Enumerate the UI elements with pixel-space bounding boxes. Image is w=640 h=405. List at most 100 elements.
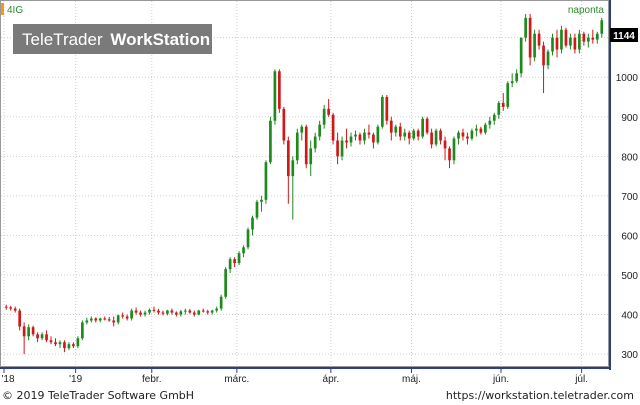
candle[interactable] (264, 160, 268, 204)
candle[interactable] (161, 310, 165, 316)
candle[interactable] (130, 308, 133, 321)
candle[interactable] (67, 342, 71, 351)
candle[interactable] (448, 146, 451, 169)
candle[interactable] (600, 17, 604, 38)
candle[interactable] (49, 336, 53, 345)
candle[interactable] (179, 309, 183, 317)
candle[interactable] (515, 69, 519, 84)
candle[interactable] (582, 31, 586, 46)
candle[interactable] (501, 93, 505, 111)
candle[interactable] (201, 308, 205, 313)
candle[interactable] (72, 342, 75, 349)
candle[interactable] (148, 308, 151, 315)
candle[interactable] (45, 330, 48, 343)
candle[interactable] (175, 311, 178, 317)
candle[interactable] (246, 227, 250, 250)
candle[interactable] (398, 122, 402, 141)
candle[interactable] (58, 340, 62, 349)
candle[interactable] (394, 124, 398, 137)
candle[interactable] (210, 309, 214, 315)
candle[interactable] (228, 257, 232, 274)
candle[interactable] (484, 122, 487, 135)
candle[interactable] (443, 136, 447, 161)
candle[interactable] (125, 314, 129, 321)
candle[interactable] (309, 140, 313, 177)
candle[interactable] (434, 128, 438, 147)
candle[interactable] (497, 100, 501, 119)
candle[interactable] (542, 41, 545, 94)
candle[interactable] (170, 308, 174, 315)
candle[interactable] (112, 316, 116, 327)
candle[interactable] (586, 33, 590, 48)
candle[interactable] (519, 37, 523, 78)
candle[interactable] (63, 340, 66, 353)
candle[interactable] (488, 116, 492, 129)
candle[interactable] (358, 132, 362, 145)
candle[interactable] (385, 95, 389, 125)
candle[interactable] (331, 112, 335, 145)
candle[interactable] (76, 336, 80, 349)
candle[interactable] (192, 310, 196, 317)
candle[interactable] (282, 106, 286, 145)
candle[interactable] (27, 324, 30, 341)
candle[interactable] (206, 309, 210, 315)
candle[interactable] (318, 120, 322, 141)
candle[interactable] (295, 128, 299, 165)
candle[interactable] (421, 116, 424, 139)
candle[interactable] (591, 29, 595, 44)
candle[interactable] (376, 124, 380, 145)
candle[interactable] (492, 112, 496, 125)
candle[interactable] (524, 13, 527, 42)
candle[interactable] (569, 33, 572, 50)
candle[interactable] (425, 116, 429, 135)
candle[interactable] (452, 136, 456, 165)
candle[interactable] (81, 320, 84, 341)
candle[interactable] (457, 130, 460, 145)
candle[interactable] (555, 29, 559, 58)
candle[interactable] (595, 31, 599, 44)
candle[interactable] (470, 128, 474, 141)
candle[interactable] (407, 130, 411, 145)
candle[interactable] (291, 156, 295, 220)
candle[interactable] (381, 95, 384, 129)
candle[interactable] (116, 314, 120, 325)
candle[interactable] (336, 132, 339, 165)
candle[interactable] (85, 317, 89, 325)
candle[interactable] (98, 317, 102, 323)
candle[interactable] (22, 322, 26, 355)
candle[interactable] (107, 316, 111, 322)
candle[interactable] (466, 132, 469, 145)
candle[interactable] (224, 267, 227, 299)
candle[interactable] (506, 81, 510, 109)
candle[interactable] (304, 124, 308, 169)
candle[interactable] (89, 316, 93, 323)
candle[interactable] (143, 310, 147, 317)
candle[interactable] (403, 128, 407, 141)
candle[interactable] (40, 332, 44, 341)
candle[interactable] (533, 29, 536, 62)
candle[interactable] (121, 312, 124, 319)
candle[interactable] (9, 305, 13, 311)
candle[interactable] (94, 317, 98, 323)
candle[interactable] (36, 332, 39, 343)
candle[interactable] (184, 308, 187, 315)
candle-series[interactable] (4, 13, 604, 355)
candle[interactable] (578, 29, 581, 54)
candle[interactable] (300, 124, 304, 141)
candle[interactable] (564, 27, 568, 48)
candle[interactable] (31, 325, 35, 337)
candle[interactable] (260, 195, 263, 212)
candle[interactable] (412, 128, 416, 141)
candle[interactable] (18, 308, 22, 331)
candle[interactable] (528, 13, 532, 66)
candle[interactable] (546, 49, 550, 70)
candle[interactable] (286, 136, 290, 204)
candle[interactable] (573, 33, 577, 54)
candle[interactable] (313, 132, 317, 153)
candle[interactable] (242, 245, 245, 258)
candle[interactable] (461, 128, 465, 141)
candle[interactable] (251, 215, 254, 236)
candle[interactable] (157, 308, 160, 315)
candle[interactable] (134, 307, 138, 315)
candle[interactable] (13, 306, 17, 313)
